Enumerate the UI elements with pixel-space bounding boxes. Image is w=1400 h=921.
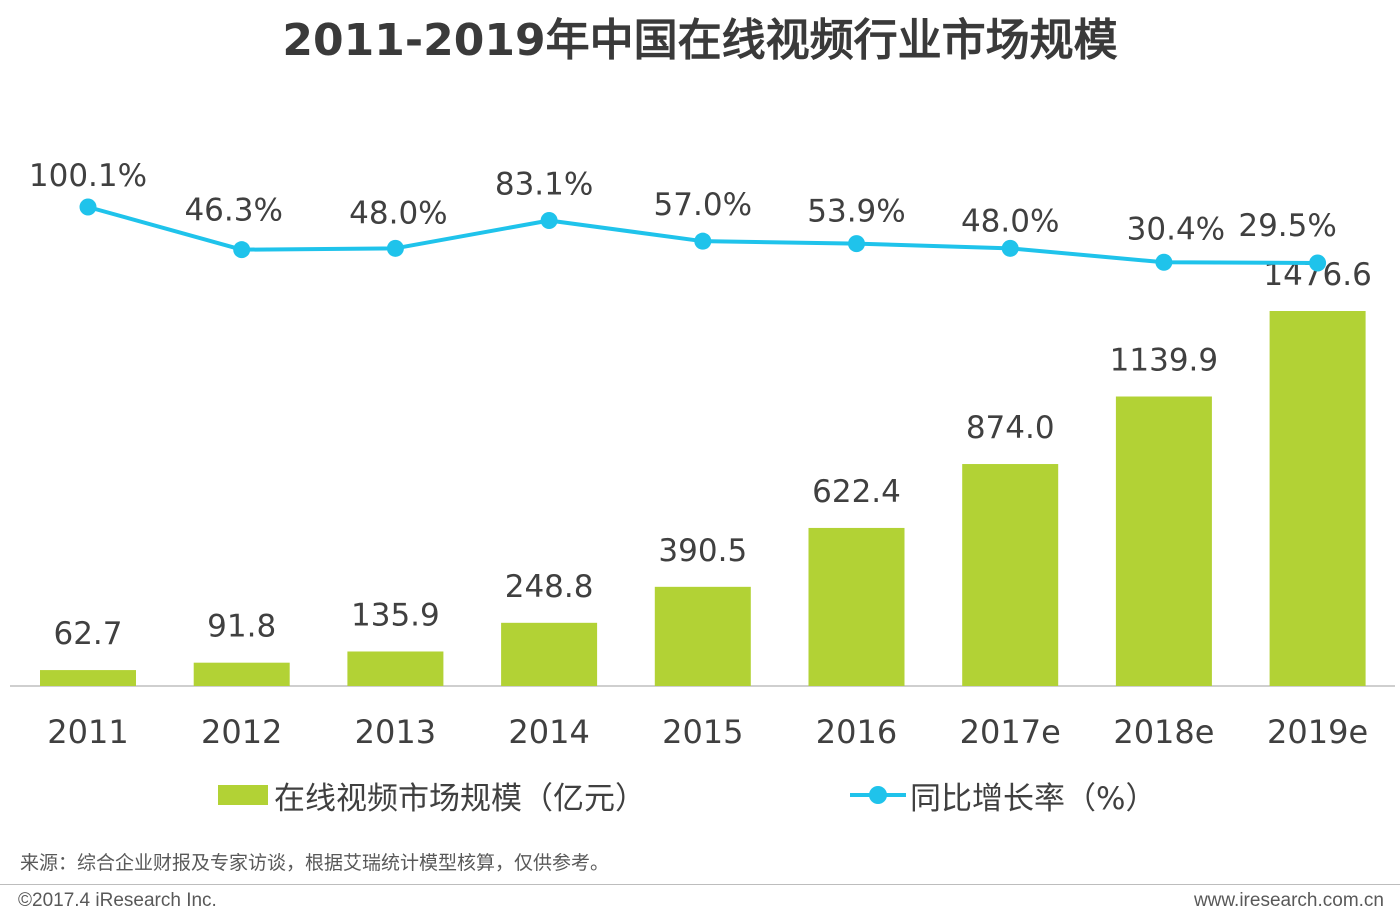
growth-label-2012: 46.3%: [184, 193, 282, 229]
growth-point-2017e: [1001, 239, 1019, 257]
x-tick-label-2018e: 2018e: [1113, 713, 1214, 751]
bar-2017e: [962, 464, 1059, 686]
bar-value-label-2015: 390.5: [658, 533, 747, 569]
bar-2016: [808, 527, 905, 686]
bar-value-label-2017e: 874.0: [966, 410, 1055, 446]
x-tick-label-2014: 2014: [508, 713, 589, 751]
footer-divider: [0, 884, 1400, 885]
growth-label-2016: 53.9%: [807, 194, 905, 230]
growth-point-2018e: [1155, 253, 1173, 271]
x-tick-label-2016: 2016: [816, 713, 897, 751]
bar-2019e: [1269, 311, 1366, 686]
growth-label-2011: 100.1%: [29, 158, 147, 194]
legend-line-label: 同比增长率（%）: [910, 780, 1157, 817]
bar-2014: [501, 622, 598, 686]
footer-copyright: ©2017.4 iResearch Inc.: [18, 890, 217, 911]
x-tick-label-2019e: 2019e: [1267, 713, 1368, 751]
bar-value-label-2012: 91.8: [207, 609, 276, 645]
legend-line-swatch: [850, 785, 906, 805]
bar-value-label-2016: 622.4: [812, 474, 901, 510]
bar-2018e: [1115, 396, 1212, 686]
legend-bar-swatch: [218, 785, 268, 805]
legend-bar-label: 在线视频市场规模（亿元）: [274, 780, 646, 817]
chart-canvas: 62.7 2011 91.8 2012 135.9 2013 248.8 2014 390.5 2…: [10, 158, 1395, 751]
bar-2012: [193, 662, 290, 686]
legend: 在线视频市场规模（亿元） 同比增长率（%）: [0, 770, 1400, 820]
bar-2015: [654, 586, 751, 686]
growth-label-2015: 57.0%: [654, 187, 752, 223]
growth-point-2012: [233, 241, 251, 259]
bar-2011: [40, 670, 136, 686]
chart-title: 2011-2019年中国在线视频行业市场规模: [282, 15, 1118, 66]
bar-2013: [347, 651, 444, 686]
growth-point-2014: [540, 211, 558, 229]
growth-label-2017e: 48.0%: [961, 203, 1059, 239]
growth-point-2019e: [1309, 254, 1327, 272]
growth-point-2016: [848, 235, 865, 253]
growth-point-2011: [79, 198, 97, 216]
growth-label-2018e: 30.4%: [1127, 211, 1225, 247]
x-tick-label-2013: 2013: [355, 713, 436, 751]
footer-website: www.iresearch.com.cn: [1193, 890, 1384, 911]
growth-label-2014: 83.1%: [495, 166, 593, 202]
x-tick-label-2011: 2011: [47, 713, 128, 751]
x-tick-label-2012: 2012: [201, 713, 282, 751]
bar-value-label-2013: 135.9: [351, 597, 440, 633]
legend-item-line: 同比增长率（%）: [850, 770, 1156, 820]
legend-item-bar: 在线视频市场规模（亿元）: [218, 770, 646, 820]
x-tick-label-2017e: 2017e: [960, 713, 1061, 751]
bar-value-label-2011: 62.7: [53, 616, 122, 652]
x-tick-label-2015: 2015: [662, 713, 743, 751]
growth-point-2013: [386, 239, 404, 257]
growth-label-2013: 48.0%: [349, 195, 447, 231]
bar-value-label-2018e: 1139.9: [1110, 343, 1218, 379]
bar-value-label-2014: 248.8: [505, 569, 594, 605]
source-note: 来源：综合企业财报及专家访谈，根据艾瑞统计模型核算，仅供参考。: [20, 852, 610, 874]
growth-point-2015: [694, 232, 712, 250]
growth-label-2019e: 29.5%: [1238, 208, 1336, 244]
